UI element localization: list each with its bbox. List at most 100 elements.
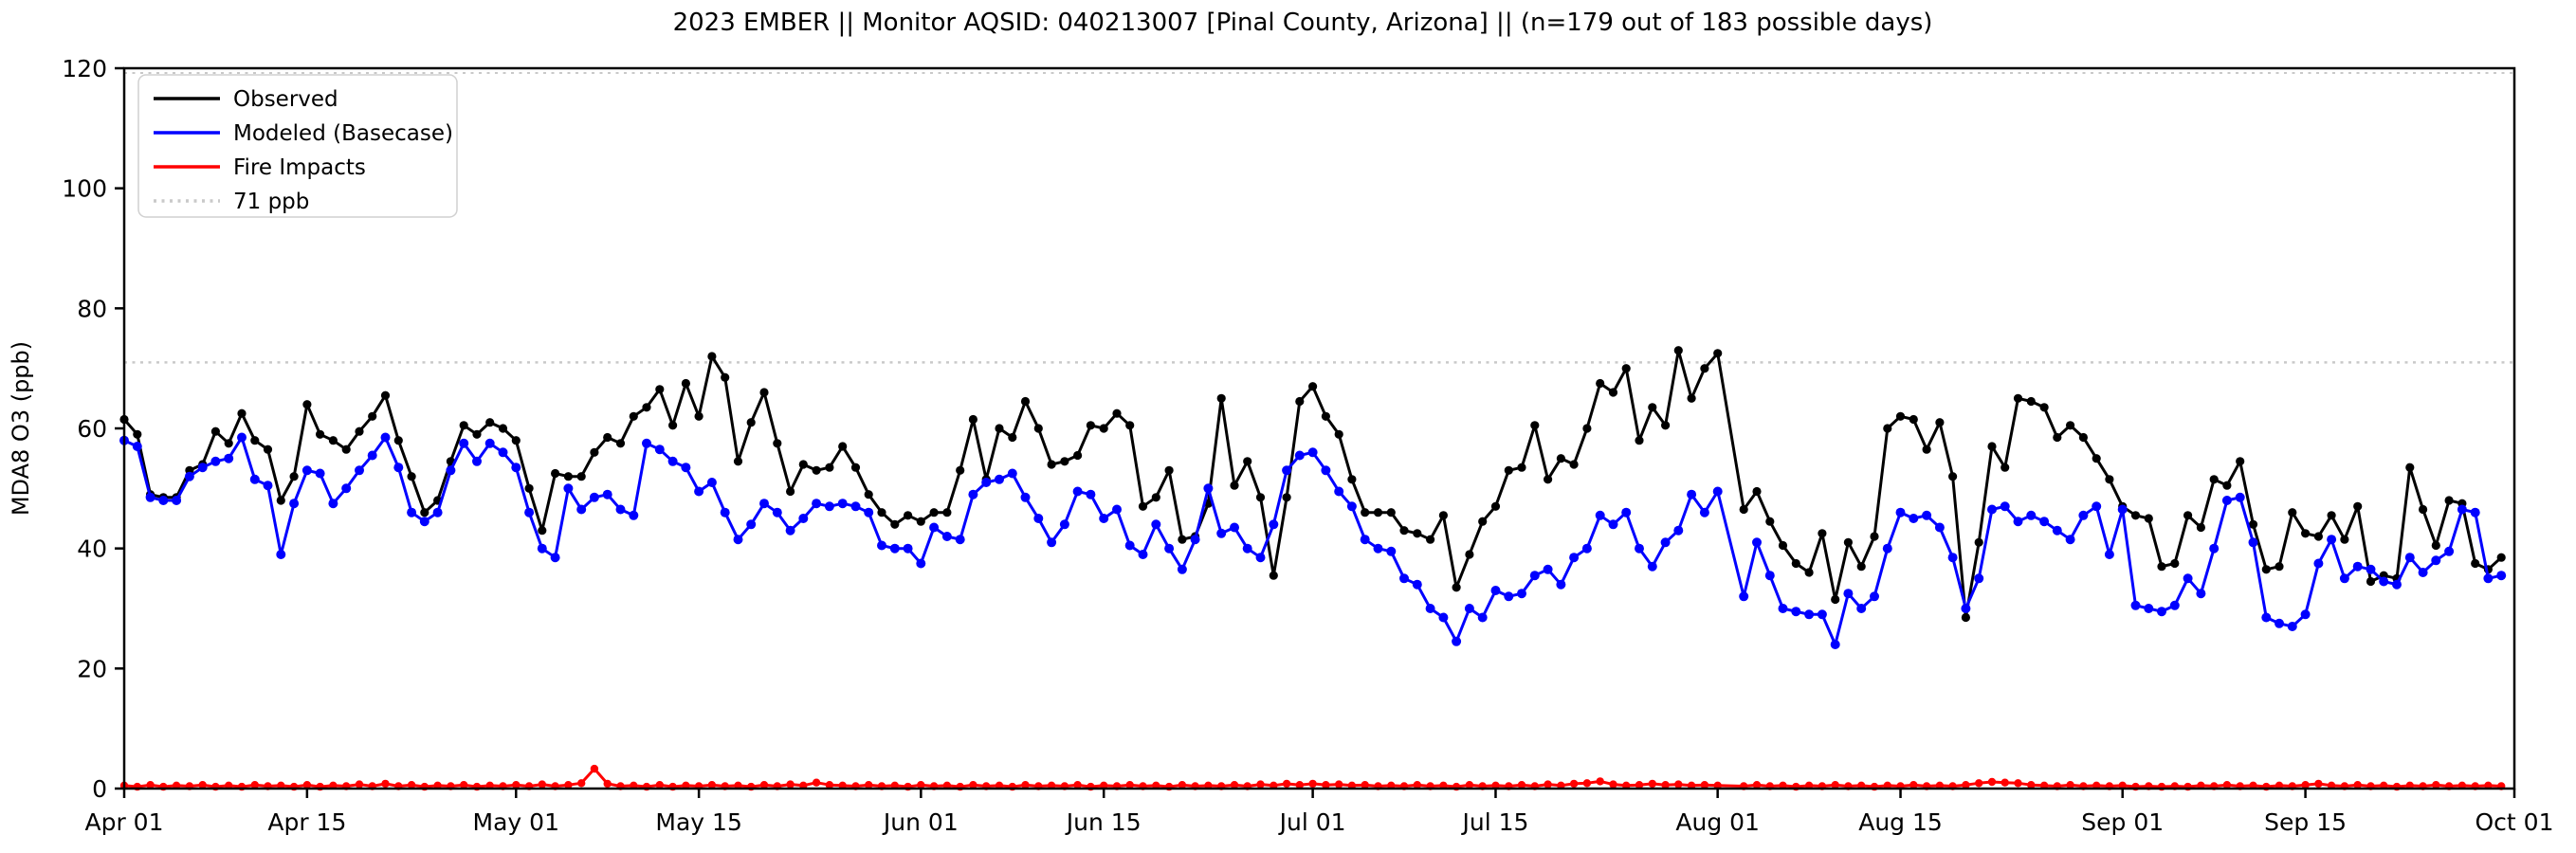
y-axis-label: MDA8 O3 (ppb) [8, 341, 34, 516]
data-point-marker [798, 514, 809, 523]
data-point-marker [1882, 543, 1892, 554]
data-point-marker [2248, 537, 2258, 548]
series-line [123, 436, 2502, 646]
data-point-marker [2105, 475, 2114, 484]
data-point-marker [838, 442, 848, 451]
data-point-marker [1974, 573, 1984, 584]
data-point-marker [1687, 393, 1696, 403]
data-point-marker [1648, 779, 1657, 789]
data-point-marker [1831, 781, 1839, 789]
data-point-marker [1778, 604, 1788, 613]
data-point-marker [472, 429, 482, 439]
y-tick-label: 120 [62, 55, 107, 82]
data-point-marker [1556, 579, 1566, 590]
data-point-marker [263, 445, 273, 454]
data-point-marker [2117, 504, 2128, 515]
data-point-marker [524, 483, 534, 493]
data-point-marker [1112, 504, 1122, 515]
series-modeled-basecase- [119, 432, 2507, 649]
data-point-marker [759, 388, 769, 397]
data-point-marker [642, 438, 651, 448]
data-point-marker [2144, 514, 2153, 523]
data-point-marker [786, 486, 795, 497]
data-point-marker [1870, 532, 1879, 541]
data-point-marker [1544, 475, 1553, 484]
data-point-marker [1909, 781, 1918, 789]
data-point-marker [1465, 550, 1474, 559]
legend-label: Observed [233, 87, 338, 112]
data-point-marker [1072, 486, 1083, 497]
data-point-marker [2275, 562, 2284, 572]
data-point-marker [2301, 529, 2311, 538]
data-point-marker [1151, 519, 1161, 530]
data-point-marker [237, 432, 247, 443]
data-point-marker [498, 424, 508, 433]
data-point-marker [1987, 777, 1997, 787]
data-point-marker [2092, 454, 2101, 463]
data-point-marker [2183, 573, 2193, 584]
data-point-marker [2431, 555, 2441, 566]
data-point-marker [407, 507, 417, 517]
data-point-marker [2065, 535, 2075, 545]
data-point-marker [1582, 424, 1592, 433]
data-point-marker [2183, 511, 2193, 520]
data-point-marker [1947, 553, 1958, 563]
data-point-marker [1581, 543, 1592, 554]
series-fire-impacts [119, 764, 2506, 791]
data-point-marker [524, 507, 535, 517]
data-point-marker [2209, 543, 2220, 554]
data-point-marker [2039, 403, 2049, 412]
data-point-marker [2419, 504, 2428, 515]
x-tick-label: Jul 01 [1278, 808, 1346, 836]
data-point-marker [916, 558, 926, 569]
data-point-marker [1595, 510, 1605, 520]
data-point-marker [341, 483, 352, 494]
data-point-marker [341, 445, 351, 454]
data-point-marker [1856, 562, 1866, 572]
data-point-marker [1830, 640, 1840, 649]
data-point-marker [2000, 501, 2010, 512]
data-point-marker [825, 781, 834, 789]
data-point-marker [941, 532, 952, 541]
data-point-marker [1413, 781, 1422, 789]
data-point-marker [1922, 510, 1932, 520]
data-point-marker [393, 436, 403, 445]
data-point-marker [655, 781, 664, 789]
data-point-marker [721, 372, 730, 382]
data-point-marker [184, 471, 194, 481]
data-point-marker [2001, 463, 2010, 472]
data-point-marker [1243, 457, 1252, 466]
data-point-marker [1230, 481, 1239, 490]
data-point-marker [1530, 421, 1540, 430]
data-point-marker [1935, 418, 1945, 427]
data-point-marker [1269, 571, 1278, 580]
data-point-marker [1961, 612, 1970, 623]
x-tick-label: May 15 [655, 808, 741, 836]
data-point-marker [615, 439, 626, 448]
data-point-marker [2235, 492, 2245, 502]
data-point-marker [785, 525, 795, 535]
data-point-marker [864, 507, 874, 517]
data-point-marker [551, 468, 560, 479]
data-point-marker [210, 456, 221, 466]
data-point-marker [1007, 468, 1017, 479]
data-point-marker [1569, 553, 1580, 563]
data-point-marker [890, 519, 900, 529]
data-point-marker [407, 472, 416, 481]
data-point-marker [1765, 517, 1775, 526]
data-point-marker [302, 781, 312, 789]
data-point-marker [2496, 553, 2506, 562]
data-point-marker [1556, 454, 1565, 463]
series-observed [119, 346, 2506, 623]
y-tick-label: 40 [77, 535, 107, 563]
data-point-marker [1255, 493, 1266, 502]
x-tick-label: Apr 01 [84, 808, 163, 836]
data-point-marker [1739, 591, 1749, 602]
data-point-marker [1465, 781, 1474, 789]
data-point-marker [460, 781, 468, 789]
legend: Observed Modeled (Basecase) Fire Impacts 71… [137, 74, 458, 218]
x-tick-label: Oct 01 [2476, 808, 2554, 836]
data-point-marker [1831, 594, 1840, 605]
data-point-marker [1517, 463, 1526, 472]
